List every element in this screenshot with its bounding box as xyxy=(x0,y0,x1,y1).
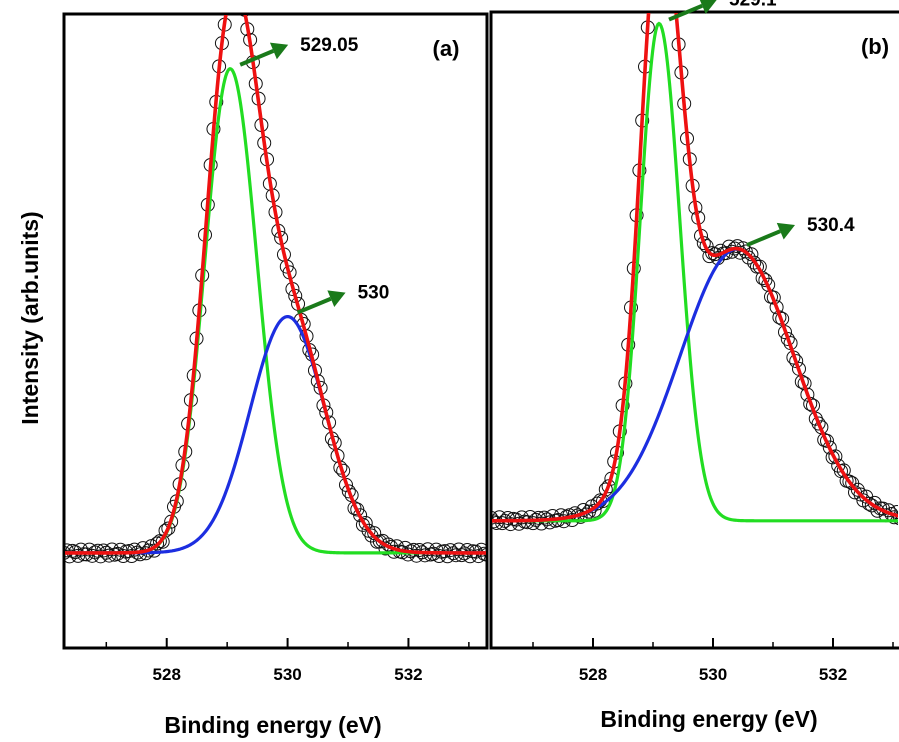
annotation-arrow-head xyxy=(269,42,289,60)
annotation-arrow-shaft xyxy=(296,296,332,315)
annotation-arrow-shaft xyxy=(746,229,782,247)
x-tick-label: 528 xyxy=(579,665,607,684)
data-point xyxy=(358,516,373,531)
peak-annotation-label: 530.4 xyxy=(807,215,855,236)
data-point xyxy=(102,548,117,563)
x-tick-label: 530 xyxy=(273,665,301,684)
annotation-arrow-shaft xyxy=(668,3,704,22)
data-point xyxy=(480,547,486,562)
data-point xyxy=(113,542,128,557)
x-tick-label: 530 xyxy=(699,665,727,684)
panel-a-tick-labels: 528 530 532 xyxy=(153,665,423,684)
annotation-arrow-head xyxy=(327,290,346,308)
data-point xyxy=(864,498,879,513)
annotation-arrow-head xyxy=(776,222,795,240)
panel-b: (b) Binding energy (eV) 528 530 532 529.15… xyxy=(489,0,899,732)
data-point xyxy=(429,542,444,557)
panel-a-annotations: 529.05 530 xyxy=(239,35,390,315)
data-point xyxy=(853,487,868,502)
envelope-curve xyxy=(65,15,486,555)
peak-annotation-label: 530 xyxy=(358,283,390,304)
data-point xyxy=(224,0,237,4)
data-point xyxy=(65,543,80,558)
data-point xyxy=(460,543,475,558)
data-point xyxy=(741,250,756,265)
panel-b-frame xyxy=(489,10,899,650)
component-1-curve xyxy=(492,21,898,523)
component-2-curve xyxy=(492,247,898,523)
data-point xyxy=(780,331,795,346)
envelope-curve xyxy=(492,13,898,523)
panel-b-ticks xyxy=(532,638,894,648)
data-point xyxy=(811,416,826,431)
data-point xyxy=(512,516,526,531)
data-point xyxy=(800,387,815,402)
data-point xyxy=(417,548,432,563)
data-point xyxy=(820,433,834,448)
data-point xyxy=(699,239,714,254)
data-point xyxy=(73,542,88,557)
data-point xyxy=(471,549,486,564)
data-point xyxy=(432,549,447,564)
panel-a-label: (a) xyxy=(433,36,460,61)
panel-a-data-markers xyxy=(65,0,486,564)
data-point xyxy=(542,515,557,530)
panel-b-tick-labels: 528 530 532 xyxy=(579,665,847,684)
data-point xyxy=(161,521,176,536)
data-point xyxy=(895,512,898,523)
peak-annotation-label: 529.1 xyxy=(729,0,777,11)
data-point xyxy=(65,543,74,558)
panel-a: (a) Binding energy (eV) 528 530 532 529.05… xyxy=(62,0,489,738)
y-axis-label: Intensity (arb.units) xyxy=(17,211,43,424)
data-point xyxy=(150,536,165,551)
component-1-curve xyxy=(65,67,486,555)
data-point xyxy=(526,516,540,531)
annotation-arrow-shaft xyxy=(239,49,275,67)
data-point xyxy=(474,542,486,557)
data-point xyxy=(341,484,356,499)
x-tick-label: 532 xyxy=(394,665,422,684)
panel-a-fit-curves xyxy=(65,15,486,555)
panel-b-annotations: 529.1 530.4 xyxy=(668,0,855,247)
data-point xyxy=(353,508,368,523)
data-point xyxy=(71,548,86,563)
data-point xyxy=(221,0,234,9)
panel-a-frame xyxy=(62,12,489,650)
data-point xyxy=(235,0,248,5)
data-point xyxy=(127,542,142,557)
data-point xyxy=(696,236,711,251)
annotation-arrow-head xyxy=(699,0,717,15)
data-point xyxy=(514,510,529,525)
data-point xyxy=(892,511,898,526)
data-point xyxy=(367,526,382,541)
panel-b-x-axis-label: Binding energy (eV) xyxy=(600,706,817,732)
data-point xyxy=(842,474,857,489)
data-point xyxy=(500,510,515,525)
data-point xyxy=(744,247,759,262)
data-point xyxy=(537,510,552,525)
panel-b-data-markers xyxy=(492,13,898,532)
data-point xyxy=(116,549,131,564)
peak-annotation-label: 529.05 xyxy=(300,35,359,56)
x-tick-label: 528 xyxy=(153,665,181,684)
data-point xyxy=(492,510,498,525)
x-tick-label: 532 xyxy=(819,665,847,684)
panel-b-fit-curves xyxy=(492,13,898,523)
data-point xyxy=(750,259,764,274)
panel-a-x-axis-label: Binding energy (eV) xyxy=(164,712,381,738)
panel-a-ticks xyxy=(105,638,470,648)
data-point xyxy=(85,548,100,563)
panel-b-label: (b) xyxy=(861,34,889,59)
data-point xyxy=(769,300,784,315)
data-point xyxy=(887,510,898,525)
data-point xyxy=(232,0,245,2)
data-point xyxy=(730,239,745,254)
